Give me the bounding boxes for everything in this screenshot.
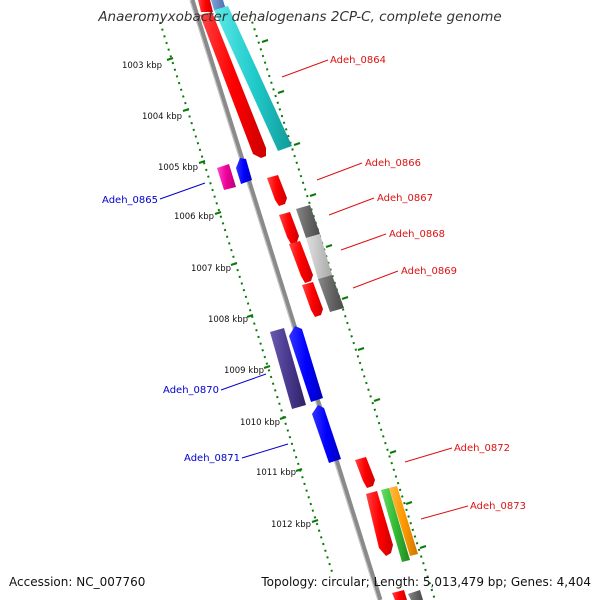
outer-major-ticks (261, 39, 427, 549)
label-leaders-forward (281, 59, 469, 520)
gene-label-0869[interactable]: Adeh_0869 (401, 266, 457, 277)
forward-strand-genes (198, 0, 423, 600)
gene-label-0867[interactable]: Adeh_0867 (377, 193, 433, 204)
gene-label-0864[interactable]: Adeh_0864 (330, 55, 386, 66)
feature-green-0873 (381, 488, 410, 562)
gene-arrow (198, 0, 213, 12)
feature-dgray-0867 (296, 205, 320, 238)
kbp-label: 1012 kbp (271, 520, 311, 530)
gene-arrow-0872 (355, 457, 375, 488)
kbp-label: 1007 kbp (191, 264, 231, 274)
kbp-label: 1004 kbp (142, 112, 182, 122)
gene-arrow (211, 0, 226, 10)
kbp-label: 1011 kbp (256, 468, 296, 478)
kbp-label: 1010 kbp (240, 418, 280, 428)
gene-label-0866[interactable]: Adeh_0866 (365, 158, 421, 169)
feature-magenta-0865 (217, 164, 236, 190)
genome-backbone-highlight (189, 0, 379, 600)
label-leaders-reverse (159, 182, 289, 459)
kbp-label: 1003 kbp (122, 61, 162, 71)
reverse-strand-genes (217, 158, 341, 463)
feature-lgray-0868 (306, 234, 332, 279)
kbp-label: 1008 kbp (208, 315, 248, 325)
accession-label: Accession: NC_007760 (9, 575, 146, 589)
feature-dgray-0869 (318, 275, 344, 312)
kbp-label: 1006 kbp (174, 212, 214, 222)
gene-arrow-0873 (366, 491, 393, 556)
gene-arrow-0870 (289, 326, 323, 402)
gene-label-0868[interactable]: Adeh_0868 (389, 229, 445, 240)
gene-arrow (408, 590, 423, 600)
feature-orange-0873 (389, 486, 418, 556)
gene-arrow-0869 (302, 282, 323, 317)
gene-labels: Adeh_0864 Adeh_0865 Adeh_0866 Adeh_0867 … (102, 55, 526, 512)
gene-arrow-0866 (267, 175, 287, 206)
genome-backbone (189, 0, 383, 600)
inner-major-ticks (166, 57, 319, 523)
gene-label-0871[interactable]: Adeh_0871 (184, 453, 240, 464)
gene-arrow-0867 (279, 212, 299, 244)
feature-purple-0870 (270, 328, 306, 409)
kbp-labels: 1003 kbp 1004 kbp 1005 kbp 1006 kbp 1007… (122, 61, 311, 530)
gene-arrow (392, 590, 407, 600)
gene-arrow-0864 (200, 12, 266, 158)
kbp-label: 1005 kbp (158, 163, 198, 173)
genome-info-label: Topology: circular; Length: 5,013,479 bp… (261, 575, 591, 589)
gene-arrow-0868 (289, 241, 313, 283)
gene-label-0870[interactable]: Adeh_0870 (163, 385, 219, 396)
gene-label-0865[interactable]: Adeh_0865 (102, 195, 158, 206)
map-title: Anaeromyxobacter dehalogenans 2CP-C, com… (98, 9, 502, 25)
feature-cyan (214, 6, 292, 151)
kbp-label: 1009 kbp (224, 366, 264, 376)
scale-track-outer (249, 14, 436, 600)
gene-label-0873[interactable]: Adeh_0873 (470, 501, 526, 512)
gene-arrow-0871 (312, 405, 341, 463)
gene-label-0872[interactable]: Adeh_0872 (454, 443, 510, 454)
gene-arrow-0865 (236, 158, 252, 184)
